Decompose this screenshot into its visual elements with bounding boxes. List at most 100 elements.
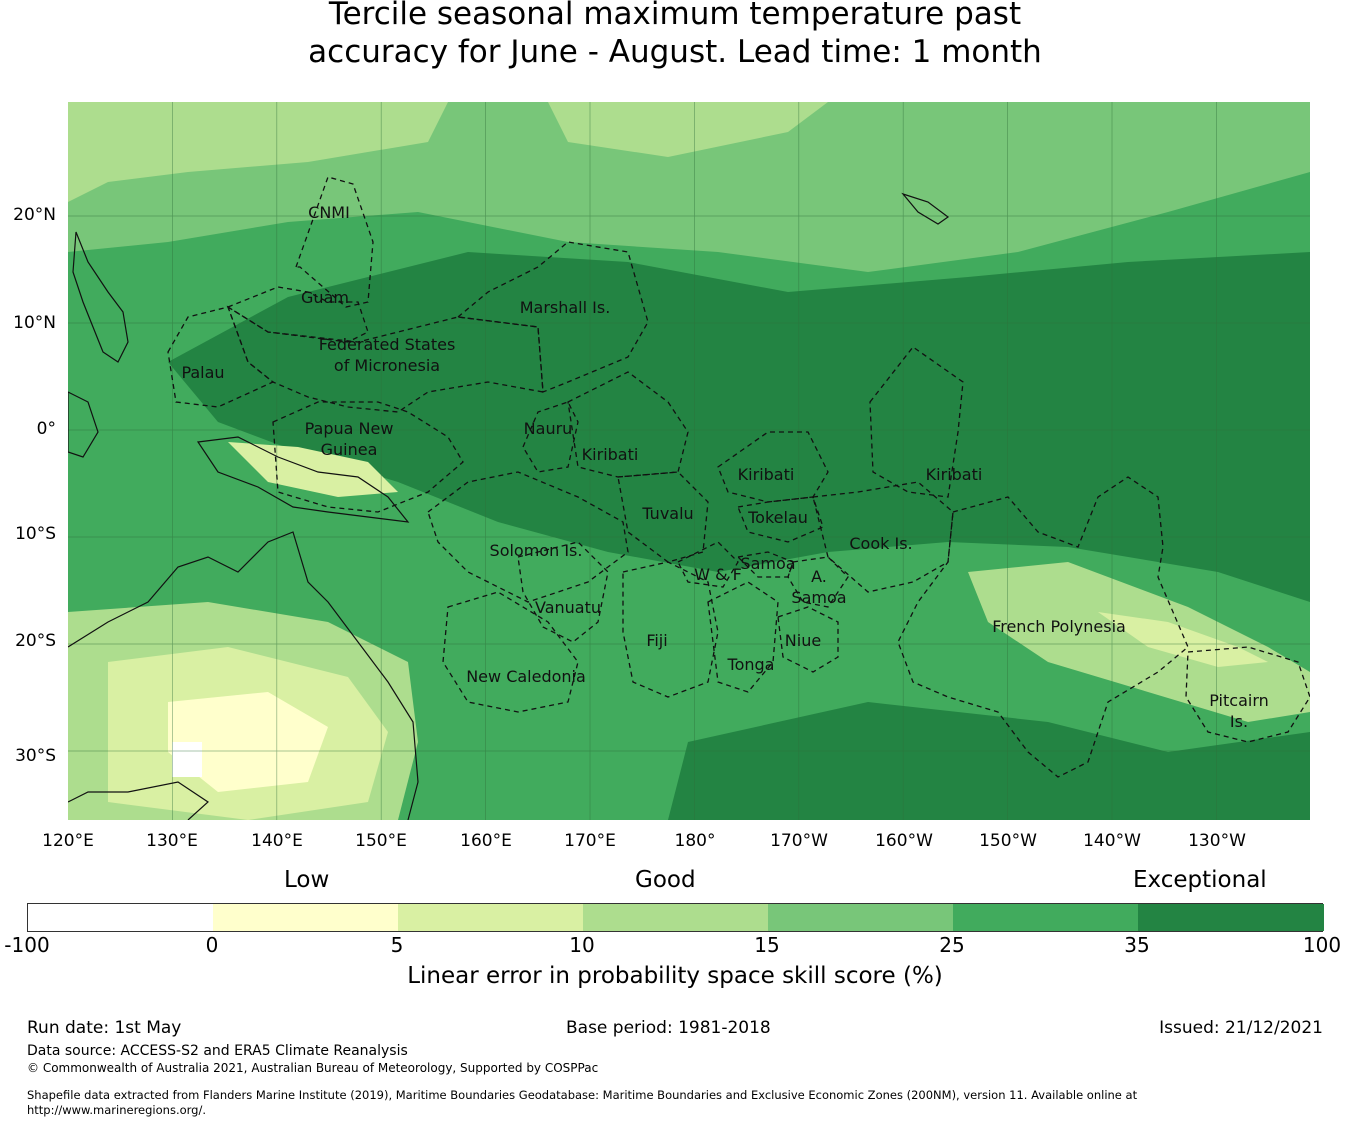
zone-light-north <box>68 102 448 202</box>
skill-score-map: CNMI Guam Marshall Is. Federated States … <box>68 102 1310 820</box>
eez-boundaries <box>167 176 1310 778</box>
label-tokelau: Tokelau <box>747 508 808 527</box>
lon-tick-170w: 170°W <box>770 831 828 851</box>
label-solomon: Solomon Is. <box>490 541 583 560</box>
zone-yellow-australia <box>168 692 328 792</box>
label-kiribati-line: Kiribati <box>926 465 983 484</box>
lon-tick-140e: 140°E <box>251 831 303 851</box>
borneo-coastline <box>68 391 99 458</box>
zone-exceptional-south <box>668 702 1310 820</box>
eez-nauru <box>522 401 579 473</box>
lat-tick-10n: 10°N <box>13 313 56 333</box>
colorbar <box>27 903 1324 932</box>
colorbar-tick-25: 25 <box>939 933 965 957</box>
label-cook: Cook Is. <box>849 534 912 553</box>
philippines-coastline <box>72 231 129 363</box>
label-cnmi: CNMI <box>308 203 350 222</box>
lon-tick-180: 180° <box>674 831 716 851</box>
label-palau: Palau <box>181 363 224 382</box>
eez-fiji <box>622 561 719 698</box>
colorbar-tick-5: 5 <box>390 933 404 957</box>
eez-niue <box>777 606 839 673</box>
issued-date: Issued: 21/12/2021 <box>1159 1018 1323 1038</box>
label-pitcairn-1: Pitcairn <box>1209 691 1269 710</box>
base-period: Base period: 1981-2018 <box>566 1018 771 1038</box>
eez-pitcairn <box>1185 646 1310 743</box>
zone-light-french-polynesia <box>968 562 1310 722</box>
label-fiji: Fiji <box>646 631 667 650</box>
eez-new-caledonia <box>442 591 579 713</box>
legend-category-low: Low <box>284 867 330 893</box>
label-new-caledonia: New Caledonia <box>466 667 586 686</box>
lat-tick-30s: 30°S <box>15 746 56 766</box>
label-kiribati-gilbert: Kiribati <box>582 445 639 464</box>
legend-category-exceptional: Exceptional <box>1133 867 1267 893</box>
lon-tick-150e: 150°E <box>355 831 407 851</box>
colorbar-bin-5-10 <box>398 904 583 931</box>
colorbar-tick-35: 35 <box>1124 933 1150 957</box>
legend-category-good: Good <box>635 867 696 893</box>
eez-french-polynesia <box>897 476 1189 778</box>
zone-light-north-2 <box>548 102 828 157</box>
eez-palau <box>167 306 275 408</box>
shapefile-credit-line-2: http://www.marineregions.org/. <box>27 1103 206 1117</box>
new-zealand-coastline <box>68 781 209 820</box>
label-vanuatu: Vanuatu <box>535 598 601 617</box>
label-nauru: Nauru <box>524 419 573 438</box>
lon-tick-140w: 140°W <box>1083 831 1141 851</box>
eez-marshall <box>456 241 649 393</box>
label-kiribati-phoenix: Kiribati <box>738 465 795 484</box>
label-tuvalu: Tuvalu <box>641 504 693 523</box>
label-png-2: Guinea <box>321 440 378 459</box>
label-png-1: Papua New <box>305 419 394 438</box>
lat-tick-0: 0° <box>36 419 56 439</box>
colorbar-title: Linear error in probability space skill … <box>407 963 943 989</box>
zone-white-patch <box>172 742 202 777</box>
label-american-samoa-2: Samoa <box>791 588 846 607</box>
colorbar-tick-0: 0 <box>205 933 219 957</box>
lat-tick-20s: 20°S <box>15 631 56 651</box>
copyright: © Commonwealth of Australia 2021, Austra… <box>27 1061 599 1075</box>
eez-wallis-futuna <box>677 541 739 588</box>
data-source: Data source: ACCESS-S2 and ERA5 Climate … <box>27 1043 408 1059</box>
colorbar-bin-0-5 <box>213 904 398 931</box>
title-line-2: accuracy for June - August. Lead time: 1… <box>308 34 1042 70</box>
eez-png <box>272 401 464 513</box>
colorbar-bin-15-25 <box>768 904 953 931</box>
label-american-samoa-1: A. <box>811 567 827 586</box>
eez-american-samoa <box>787 556 849 608</box>
zone-pale-french-polynesia <box>1098 612 1268 667</box>
lon-tick-170e: 170°E <box>564 831 616 851</box>
label-french-polynesia: French Polynesia <box>992 617 1126 636</box>
lon-tick-150w: 150°W <box>979 831 1037 851</box>
colorbar-tick-100: 100 <box>1302 933 1342 957</box>
label-niue: Niue <box>785 631 821 650</box>
eez-tonga <box>707 581 779 693</box>
eez-kiribati-gilbert <box>567 371 689 478</box>
eez-kiribati-phoenix <box>717 431 829 503</box>
lon-tick-130e: 130°E <box>146 831 198 851</box>
colorbar-bin-35-100 <box>1138 904 1324 931</box>
australia-coastline <box>68 531 419 820</box>
label-marshall: Marshall Is. <box>520 298 611 317</box>
colorbar-bin-neg100-0 <box>28 904 213 931</box>
label-guam: Guam <box>301 288 349 307</box>
label-fsm-2: of Micronesia <box>334 356 440 375</box>
new-guinea-coastline <box>196 436 410 523</box>
colorbar-tick-15: 15 <box>754 933 780 957</box>
lat-tick-10s: 10°S <box>15 524 56 544</box>
label-samoa: Samoa <box>740 554 795 573</box>
lon-tick-130w: 130°W <box>1188 831 1246 851</box>
label-fsm-1: Federated States <box>319 335 456 354</box>
colorbar-tick-neg100: -100 <box>4 933 50 957</box>
eez-cnmi <box>295 176 374 308</box>
lon-tick-160e: 160°E <box>460 831 512 851</box>
lon-tick-160w: 160°W <box>875 831 933 851</box>
eez-tokelau <box>737 496 824 543</box>
colorbar-tick-10: 10 <box>569 933 595 957</box>
eez-vanuatu <box>517 541 609 643</box>
eez-solomon <box>427 471 629 603</box>
colorbar-bin-10-15 <box>583 904 768 931</box>
label-pitcairn-2: Is. <box>1230 712 1248 731</box>
shapefile-credit-line-1: Shapefile data extracted from Flanders M… <box>27 1088 1138 1102</box>
